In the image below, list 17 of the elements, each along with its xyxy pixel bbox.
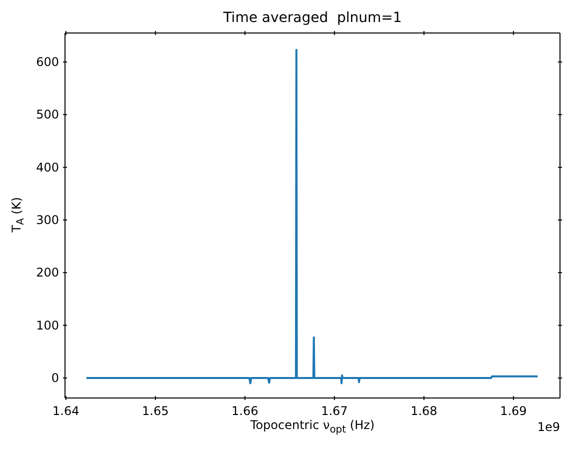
line-series (85, 48, 539, 384)
x-tick-label: 1.68 (410, 404, 438, 418)
y-tick-label: 200 (36, 266, 59, 280)
chart-title: Time averaged plnum=1 (222, 10, 403, 26)
y-tick-label: 400 (36, 160, 59, 174)
y-tick-label: 600 (36, 54, 59, 69)
y-tick-label: 0 (51, 370, 59, 385)
y-tick-label: 500 (36, 108, 59, 122)
y-tick-label: 100 (36, 318, 59, 332)
x-tick-label: 1.66 (232, 404, 258, 418)
y-tick-label: 300 (36, 212, 59, 227)
x-tick-label: 1.65 (142, 404, 169, 418)
x-tick-label: 1.67 (321, 404, 348, 418)
x-tick-label: 1.69 (500, 404, 527, 418)
x-tick-label: 1.64 (52, 404, 80, 418)
x-axis-title: Topocentric ν$_{opt}$ (Hz) (250, 418, 375, 436)
text: 1e9 (537, 420, 560, 434)
